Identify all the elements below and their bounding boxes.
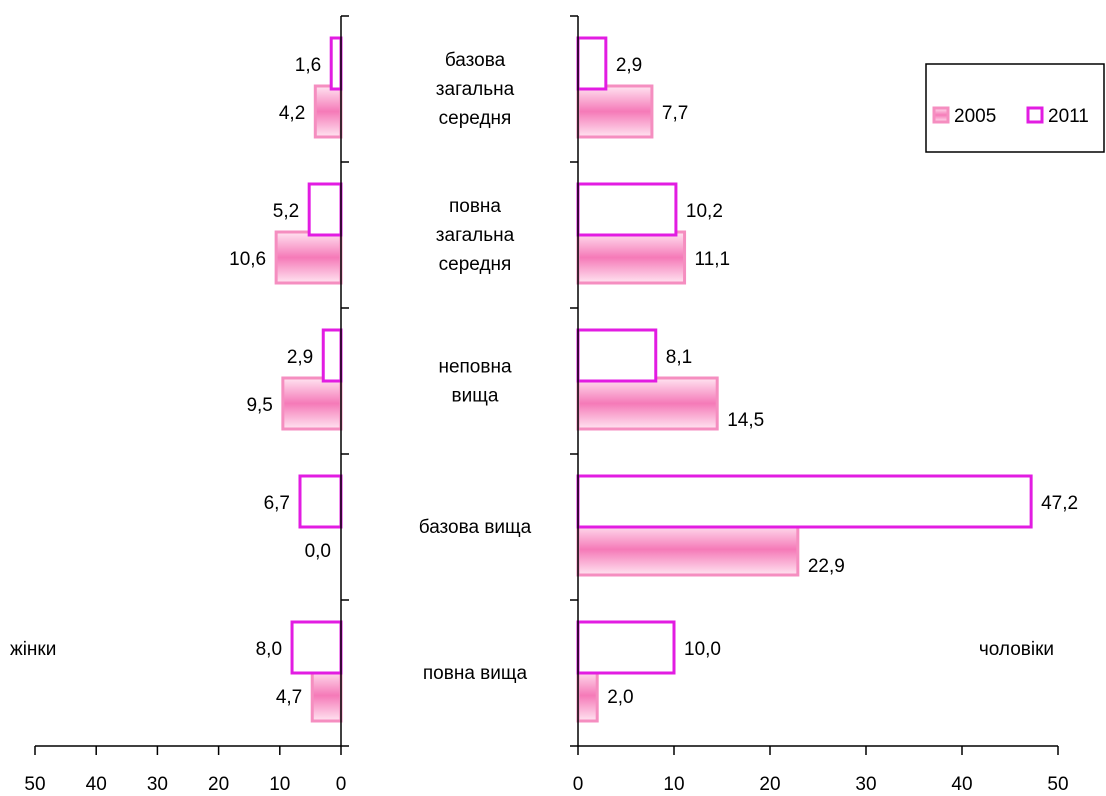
x-tick-label-left-10: 10: [269, 774, 290, 795]
bar-2011-right-3: [576, 474, 1033, 529]
x-tick-label-left-40: 40: [86, 774, 107, 795]
panel-label-left: жінки: [10, 639, 56, 660]
data-label-2005-right-2: 14,5: [727, 410, 764, 431]
panel-label-right: чоловіки: [979, 639, 1054, 660]
x-tick-label-right-10: 10: [663, 774, 684, 795]
x-tick-label-right-30: 30: [855, 774, 876, 795]
category-label-0-0: базова: [445, 50, 506, 71]
data-label-2005-right-4: 2,0: [607, 687, 633, 708]
category-label-1-1: загальна: [436, 225, 515, 246]
bar-2011-left-3: [298, 474, 343, 529]
category-label-3-0: базова вища: [419, 517, 532, 538]
bar-2005-right-2: [576, 376, 719, 431]
x-tick-label-right-20: 20: [759, 774, 780, 795]
bar-2011-right-4: [576, 620, 676, 675]
data-label-2011-left-2: 2,9: [287, 347, 313, 368]
data-label-2005-left-3: 0,0: [305, 541, 331, 562]
data-label-2005-right-3: 22,9: [808, 556, 845, 577]
category-label-1-0: повна: [449, 196, 501, 217]
x-tick-label-right-40: 40: [951, 774, 972, 795]
bar-2005-left-0: [313, 84, 343, 139]
bar-2011-right-0: [576, 36, 608, 91]
bar-2011-left-1: [307, 182, 343, 237]
category-label-4-0: повна вища: [423, 663, 528, 684]
data-label-2011-left-1: 5,2: [273, 201, 299, 222]
legend-label-2005: 2005: [954, 106, 996, 127]
category-label-0-1: загальна: [436, 79, 515, 100]
legend-swatch-2005: [932, 106, 950, 124]
x-tick-label-right-0: 0: [573, 774, 584, 795]
data-label-2011-right-1: 10,2: [686, 201, 723, 222]
x-tick-label-left-0: 0: [336, 774, 347, 795]
x-tick-label-right-50: 50: [1047, 774, 1068, 795]
bar-2005-left-4: [310, 668, 343, 723]
bar-2005-right-3: [576, 522, 800, 577]
legend-label-2011: 2011: [1048, 106, 1089, 127]
bar-2011-right-1: [576, 182, 678, 237]
category-label-2-1: вища: [452, 386, 499, 407]
category-label-2-0: неповна: [438, 357, 512, 378]
data-label-2011-right-3: 47,2: [1041, 493, 1078, 514]
bar-2005-right-0: [576, 84, 654, 139]
bar-2011-left-4: [290, 620, 343, 675]
bar-2005-right-4: [576, 668, 599, 723]
data-label-2011-right-0: 2,9: [616, 55, 642, 76]
legend-swatch-2011: [1026, 106, 1044, 124]
legend-box: [925, 63, 1105, 153]
data-label-2005-left-2: 9,5: [246, 395, 272, 416]
data-label-2011-right-2: 8,1: [666, 347, 692, 368]
bar-2011-left-0: [329, 36, 343, 91]
data-label-2005-left-4: 4,7: [276, 687, 302, 708]
x-tick-label-left-30: 30: [147, 774, 168, 795]
x-tick-label-left-50: 50: [24, 774, 45, 795]
bar-2005-right-1: [576, 230, 687, 285]
x-tick-label-left-20: 20: [208, 774, 229, 795]
bar-2011-right-2: [576, 328, 658, 383]
data-label-2005-left-0: 4,2: [279, 103, 305, 124]
data-label-2005-left-1: 10,6: [229, 249, 266, 270]
data-label-2005-right-1: 11,1: [695, 249, 731, 270]
data-label-2011-left-3: 6,7: [264, 493, 290, 514]
category-label-0-2: середня: [439, 108, 512, 129]
bar-2011-left-2: [321, 328, 343, 383]
data-label-2005-right-0: 7,7: [662, 103, 688, 124]
bar-2005-left-1: [274, 230, 343, 285]
data-label-2011-right-4: 10,0: [684, 639, 721, 660]
data-label-2011-left-0: 1,6: [295, 55, 321, 76]
data-label-2011-left-4: 8,0: [256, 639, 282, 660]
bar-2005-left-2: [281, 376, 343, 431]
category-label-1-2: середня: [439, 254, 512, 275]
